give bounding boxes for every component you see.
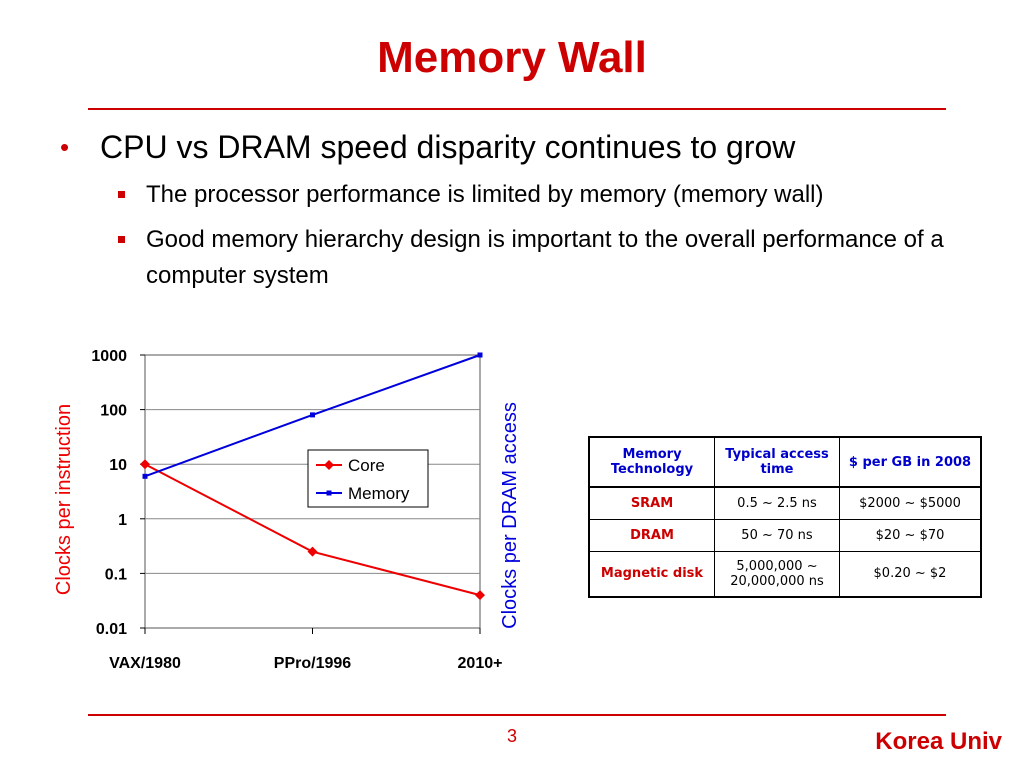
title-divider xyxy=(88,108,946,110)
data-point-memory xyxy=(142,473,148,479)
y-axis-label-right: Clocks per DRAM access xyxy=(499,402,521,629)
cell-access-time: 50 ~ 70 ns xyxy=(714,518,840,552)
cell-cost: $0.20 ~ $2 xyxy=(839,550,982,598)
cell-cost: $2000 ~ $5000 xyxy=(839,486,982,520)
data-point-memory xyxy=(310,412,315,418)
cell-technology: DRAM xyxy=(588,518,715,552)
legend-marker xyxy=(324,460,334,470)
page-number: 3 xyxy=(506,726,517,746)
y-tick-label: 10 xyxy=(109,457,127,474)
cell-cost: $20 ~ $70 xyxy=(839,518,982,552)
y-tick-label: 0.1 xyxy=(105,566,127,583)
table-row: SRAM 0.5 ~ 2.5 ns $2000 ~ $5000 xyxy=(588,486,982,520)
data-point-core xyxy=(475,590,485,601)
cell-technology: SRAM xyxy=(588,486,715,520)
x-tick-label: PPro/1996 xyxy=(274,655,351,672)
legend-box xyxy=(307,449,429,508)
bullet-main-text: CPU vs DRAM speed disparity continues to… xyxy=(100,129,796,165)
y-tick-label: 1000 xyxy=(91,348,127,365)
footer-label: Korea Univ xyxy=(875,728,1002,755)
y-axis-label-left: Clocks per instruction xyxy=(53,404,75,595)
y-tick-label: 100 xyxy=(100,403,127,420)
header-cost: $ per GB in 2008 xyxy=(839,436,982,488)
data-point-core xyxy=(140,459,150,470)
header-access-time: Typical access time xyxy=(714,436,840,488)
square-bullet-icon xyxy=(118,191,125,198)
sub-bullet-2-text: Good memory hierarchy design is importan… xyxy=(146,226,944,289)
cell-technology: Magnetic disk xyxy=(588,550,715,598)
legend-marker xyxy=(326,490,332,496)
y-tick-label: 1 xyxy=(118,512,127,529)
memory-technology-table: Memory Technology Typical access time $ … xyxy=(588,436,982,598)
table-row: DRAM 50 ~ 70 ns $20 ~ $70 xyxy=(588,518,982,552)
cell-access-time: 0.5 ~ 2.5 ns xyxy=(714,486,840,520)
slide-title: Memory Wall xyxy=(377,33,647,82)
legend-label: Memory xyxy=(348,484,410,503)
square-bullet-icon xyxy=(118,236,125,243)
y-tick-label: 0.01 xyxy=(96,621,127,638)
data-point-core xyxy=(307,546,318,557)
bullet-dot-icon: • xyxy=(60,132,70,162)
footer-divider xyxy=(88,714,946,716)
table-row: Magnetic disk 5,000,000 ~ 20,000,000 ns … xyxy=(588,550,982,598)
x-tick-label: VAX/1980 xyxy=(109,655,181,672)
sub-bullet-1-text: The processor performance is limited by … xyxy=(146,181,824,208)
cell-access-time: 5,000,000 ~ 20,000,000 ns xyxy=(714,550,840,598)
x-tick-label: 2010+ xyxy=(458,655,503,672)
legend-label: Core xyxy=(348,456,385,475)
header-technology: Memory Technology xyxy=(588,436,715,488)
data-point-memory xyxy=(477,352,483,358)
memory-wall-chart: 1000 100 10 1 0.1 0.01 VAX/1980 PPro/1996 2010+ C… xyxy=(53,348,521,672)
